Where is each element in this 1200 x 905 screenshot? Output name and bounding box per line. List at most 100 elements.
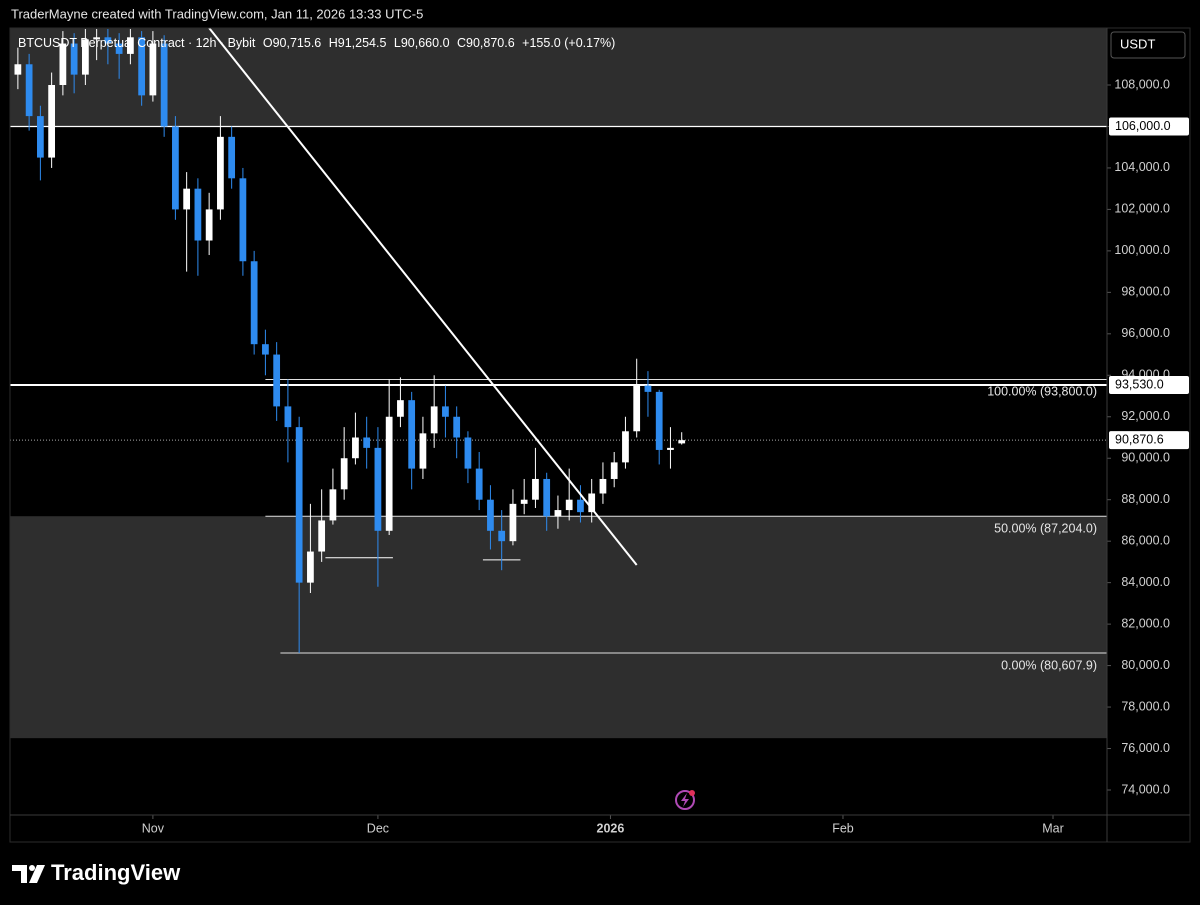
y-tick-label: 108,000.0: [1114, 77, 1170, 91]
candle-body: [487, 499, 494, 531]
candle-body: [183, 188, 191, 210]
zone: [10, 28, 1107, 127]
logo-part: [12, 865, 27, 883]
candle-body: [329, 489, 337, 521]
candle-body: [250, 261, 258, 345]
candle-body: [667, 447, 674, 450]
candle-body: [464, 437, 472, 469]
frame: [9, 27, 1191, 843]
y-tick-label: 100,000.0: [1114, 243, 1170, 257]
candle-body: [509, 503, 517, 542]
candle-body: [284, 406, 292, 428]
price-label-box: [1109, 117, 1189, 136]
candle-body: [453, 416, 461, 438]
candle-body: [565, 499, 573, 511]
legend-change: +155.0 (+0.17%): [522, 36, 615, 50]
candle-body: [599, 478, 607, 494]
x-tick-label: 2026: [597, 821, 625, 835]
overlay: 74,000.0 76,000.0 78,000.0 80,000.0 82,000.0…: [142, 77, 1189, 835]
candle-body: [543, 478, 551, 517]
trendline: [208, 27, 638, 566]
price-label-box: [1109, 431, 1189, 450]
candle-body: [82, 39, 89, 75]
y-tick-label: 78,000.0: [1121, 699, 1170, 713]
fib-label: 0.00% (80,607.9): [1001, 658, 1097, 672]
candle-body: [115, 43, 123, 54]
candle-body: [520, 499, 528, 504]
candle-body: [25, 64, 33, 117]
y-tick-label: 88,000.0: [1121, 492, 1170, 506]
candle-body: [633, 385, 641, 432]
candle-body: [217, 136, 224, 210]
y-tick-label: 76,000.0: [1121, 741, 1170, 755]
candle-body: [318, 520, 326, 552]
candle-body: [104, 37, 112, 44]
x-tick-label: Dec: [367, 821, 389, 835]
price-label-box: [1109, 376, 1189, 395]
currency-box[interactable]: [1110, 31, 1186, 59]
legend-low: L90,660.0: [394, 36, 450, 50]
y-tick-label: 74,000.0: [1121, 782, 1170, 796]
price-label: 90,870.6: [1115, 432, 1164, 446]
y-tick-label: 102,000.0: [1114, 202, 1170, 216]
candle-body: [532, 478, 539, 500]
candle-body: [655, 391, 663, 450]
candle-body: [127, 37, 134, 54]
legend: BTCUSDT Perpetual Contract · 12h · Bybit…: [18, 36, 615, 50]
x-tick-label: Nov: [142, 821, 165, 835]
y-tick-label: 104,000.0: [1114, 160, 1170, 174]
candle-body: [610, 462, 618, 479]
legend-close: C90,870.6: [457, 36, 515, 50]
legend-symbol: BTCUSDT Perpetual Contract · 12h · Bybit: [18, 36, 256, 50]
y-tick-label: 82,000.0: [1121, 616, 1170, 630]
candle-body: [14, 64, 22, 75]
candle-body: [295, 427, 303, 583]
candle-body: [554, 510, 562, 517]
candle-body: [307, 551, 314, 583]
candle-body: [442, 406, 449, 417]
candle-body: [228, 136, 236, 179]
x-tick-label: Mar: [1042, 821, 1064, 835]
candle-body: [397, 400, 404, 417]
candle-body: [352, 437, 359, 459]
candle-body: [194, 188, 202, 241]
currency[interactable]: USDT: [1120, 36, 1155, 51]
candle-body: [93, 37, 101, 40]
candle-body: [205, 209, 213, 241]
legend-high: H91,254.5: [329, 36, 387, 50]
candle-body: [273, 354, 281, 407]
x-tick-label: Feb: [832, 821, 854, 835]
alert-icon[interactable]: [675, 790, 695, 810]
y-tick-label: 90,000.0: [1121, 451, 1170, 465]
zone: [10, 516, 1107, 739]
logo-part: [29, 865, 35, 871]
brand-logo: TradingView: [12, 860, 181, 885]
candle-body: [644, 385, 652, 392]
candle-body: [475, 468, 483, 500]
candle-body: [622, 431, 629, 463]
candle-body: [374, 447, 382, 531]
legend-open: O90,715.6: [263, 36, 321, 50]
brand: TradingView: [51, 860, 181, 885]
alert-ring[interactable]: [675, 790, 695, 810]
alert-dot[interactable]: [689, 790, 695, 796]
candle-body: [239, 178, 247, 262]
alert-bolt[interactable]: [681, 793, 689, 807]
logo-part: [29, 865, 45, 883]
y-tick-label: 96,000.0: [1121, 326, 1170, 340]
candle-body: [138, 37, 146, 96]
candle-body: [172, 126, 179, 210]
candle-body: [385, 416, 393, 531]
candle-body: [588, 493, 596, 513]
header: TraderMayne created with TradingView.com…: [11, 6, 423, 21]
plot: [10, 27, 1107, 739]
y-tick-label: 92,000.0: [1121, 409, 1170, 423]
y-tick-label: 84,000.0: [1121, 575, 1170, 589]
candle-body: [498, 530, 506, 542]
candle-body: [340, 458, 348, 490]
candle-body: [262, 344, 269, 355]
candle-body: [149, 43, 157, 96]
